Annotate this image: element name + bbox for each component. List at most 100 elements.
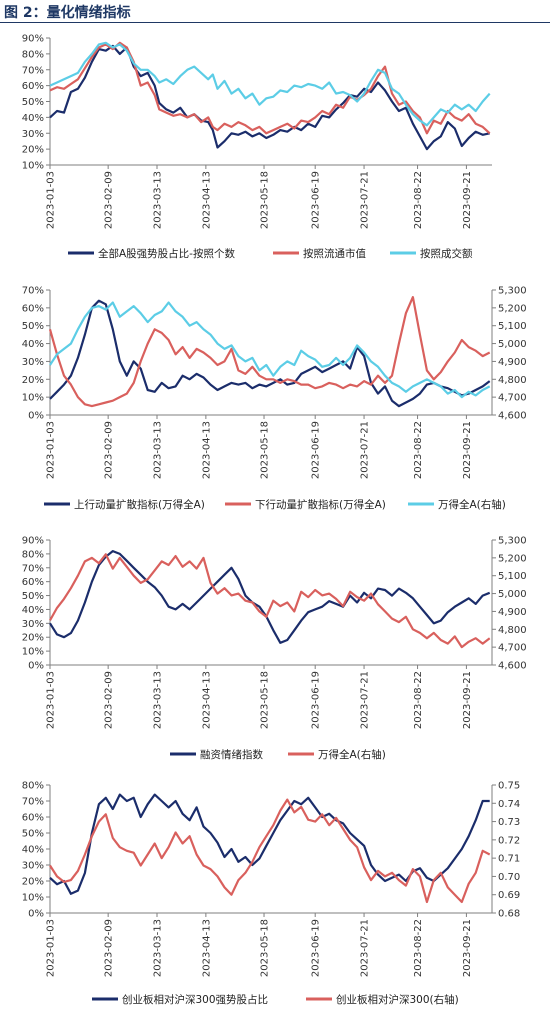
series-line-2 xyxy=(48,296,491,408)
legend-label: 上行动量扩散指标(万得全A) xyxy=(74,498,205,511)
series-line-1 xyxy=(49,299,491,408)
right-tick-label: 5,200 xyxy=(498,303,527,314)
legend-label: 万得全A(右轴) xyxy=(438,498,506,511)
x-tick-label: 2023-08-22 xyxy=(413,919,424,977)
right-tick-label: 4,700 xyxy=(498,643,527,654)
x-tick-label: 2023-05-18 xyxy=(260,171,271,229)
left-tick-label: 60% xyxy=(22,303,44,314)
x-tick-label: 2023-09-21 xyxy=(462,671,473,729)
left-tick-label: 0% xyxy=(28,661,44,672)
x-tick-label: 2023-09-21 xyxy=(462,421,473,479)
series-line-3 xyxy=(49,41,491,127)
x-tick-label: 2023-03-13 xyxy=(153,171,164,229)
x-tick-label: 2023-07-21 xyxy=(360,171,371,229)
x-tick-label: 2023-04-13 xyxy=(201,671,212,729)
left-tick-label: 90% xyxy=(22,536,44,547)
right-tick-label: 0.74 xyxy=(498,799,520,810)
left-tick-label: 40% xyxy=(22,605,44,616)
right-tick-label: 5,200 xyxy=(498,553,527,564)
right-tick-label: 0.71 xyxy=(498,854,520,865)
right-tick-label: 0.73 xyxy=(498,817,520,828)
left-tick-label: 20% xyxy=(22,877,44,888)
left-tick-label: 80% xyxy=(22,781,44,792)
series-line-2 xyxy=(49,798,491,904)
series-line-1 xyxy=(49,793,490,895)
left-tick-label: 30% xyxy=(22,861,44,872)
left-tick-label: 20% xyxy=(22,375,44,386)
right-tick-label: 4,800 xyxy=(498,375,527,386)
left-tick-label: 40% xyxy=(22,339,44,350)
left-tick-label: 80% xyxy=(22,49,44,60)
chart-4: 0% 10% 20% 30% 40% 50% 60% 70% 80% 0.68 0.69 0.70 0.… xyxy=(22,781,521,1007)
left-tick-label: 40% xyxy=(22,113,44,124)
left-tick-label: 0% xyxy=(28,411,44,422)
legend-label: 下行动量扩散指标(万得全A) xyxy=(255,498,386,511)
right-tick-label: 0.70 xyxy=(498,872,520,883)
x-tick-label: 2023-03-13 xyxy=(153,671,164,729)
x-tick-label: 2023-01-03 xyxy=(46,919,57,977)
right-tick-label: 0.68 xyxy=(498,909,520,920)
legend-label: 融资情绪指数 xyxy=(200,748,263,761)
left-tick-label: 70% xyxy=(22,65,44,76)
right-tick-label: 4,900 xyxy=(498,607,527,618)
x-tick-label: 2023-04-13 xyxy=(201,421,212,479)
right-tick-label: 5,000 xyxy=(498,589,527,600)
x-tick-label: 2023-01-03 xyxy=(46,671,57,729)
right-tick-label: 4,900 xyxy=(498,357,527,368)
series-line-2 xyxy=(49,41,491,135)
left-tick-label: 30% xyxy=(22,619,44,630)
x-tick-label: 2023-02-09 xyxy=(104,671,115,729)
series-line-1 xyxy=(49,550,491,644)
x-tick-label: 2023-06-19 xyxy=(311,919,322,977)
left-tick-label: 50% xyxy=(22,591,44,602)
left-tick-label: 10% xyxy=(22,893,44,904)
x-tick-label: 2023-05-18 xyxy=(260,421,271,479)
x-tick-label: 2023-02-09 xyxy=(104,919,115,977)
legend-label: 创业板相对沪深300(右轴) xyxy=(336,993,459,1006)
left-tick-label: 50% xyxy=(22,321,44,332)
x-tick-label: 2023-05-18 xyxy=(260,919,271,977)
left-tick-label: 10% xyxy=(22,393,44,404)
left-tick-label: 60% xyxy=(22,81,44,92)
x-tick-label: 2023-03-13 xyxy=(153,421,164,479)
legend-label: 万得全A(右轴) xyxy=(318,748,386,761)
x-tick-label: 2023-09-21 xyxy=(462,919,473,977)
right-tick-label: 0.75 xyxy=(498,781,520,792)
right-tick-label: 4,700 xyxy=(498,393,527,404)
right-tick-label: 5,100 xyxy=(498,321,527,332)
x-tick-label: 2023-02-09 xyxy=(104,421,115,479)
x-tick-label: 2023-04-13 xyxy=(201,919,212,977)
left-tick-label: 50% xyxy=(22,829,44,840)
x-tick-label: 2023-06-19 xyxy=(311,671,322,729)
legend-label: 按照流通市值 xyxy=(303,247,366,260)
left-tick-label: 30% xyxy=(22,129,44,140)
x-tick-label: 2023-08-22 xyxy=(413,421,424,479)
right-tick-label: 0.72 xyxy=(498,835,520,846)
right-tick-label: 5,300 xyxy=(498,536,527,547)
left-tick-label: 20% xyxy=(22,633,44,644)
x-tick-label: 2023-01-03 xyxy=(46,171,57,229)
right-tick-label: 5,300 xyxy=(498,286,527,297)
left-tick-label: 90% xyxy=(22,34,44,45)
left-tick-label: 30% xyxy=(22,357,44,368)
left-tick-label: 60% xyxy=(22,813,44,824)
x-tick-label: 2023-01-03 xyxy=(46,421,57,479)
left-tick-label: 50% xyxy=(22,97,44,108)
legend-label: 创业板相对沪深300强势股占比 xyxy=(122,993,268,1006)
legend-label: 按照成交额 xyxy=(420,247,473,260)
chart-3: 0% 10% 20% 30% 40% 50% 60% 70% 80% 90% 4,600 4,700 4… xyxy=(22,536,527,762)
left-tick-label: 80% xyxy=(22,549,44,560)
x-tick-label: 2023-07-21 xyxy=(360,671,371,729)
x-tick-label: 2023-02-09 xyxy=(104,171,115,229)
left-tick-label: 70% xyxy=(22,563,44,574)
series-line-2 xyxy=(49,553,491,649)
left-tick-label: 20% xyxy=(22,145,44,156)
legend-label: 全部A股强势股占比-按照个数 xyxy=(98,247,235,260)
left-tick-label: 70% xyxy=(22,286,44,297)
series-line-3 xyxy=(49,301,491,399)
right-tick-label: 4,600 xyxy=(498,661,527,672)
right-tick-label: 5,000 xyxy=(498,339,527,350)
x-tick-label: 2023-06-19 xyxy=(311,421,322,479)
x-tick-label: 2023-08-22 xyxy=(413,171,424,229)
left-tick-label: 10% xyxy=(22,161,44,172)
